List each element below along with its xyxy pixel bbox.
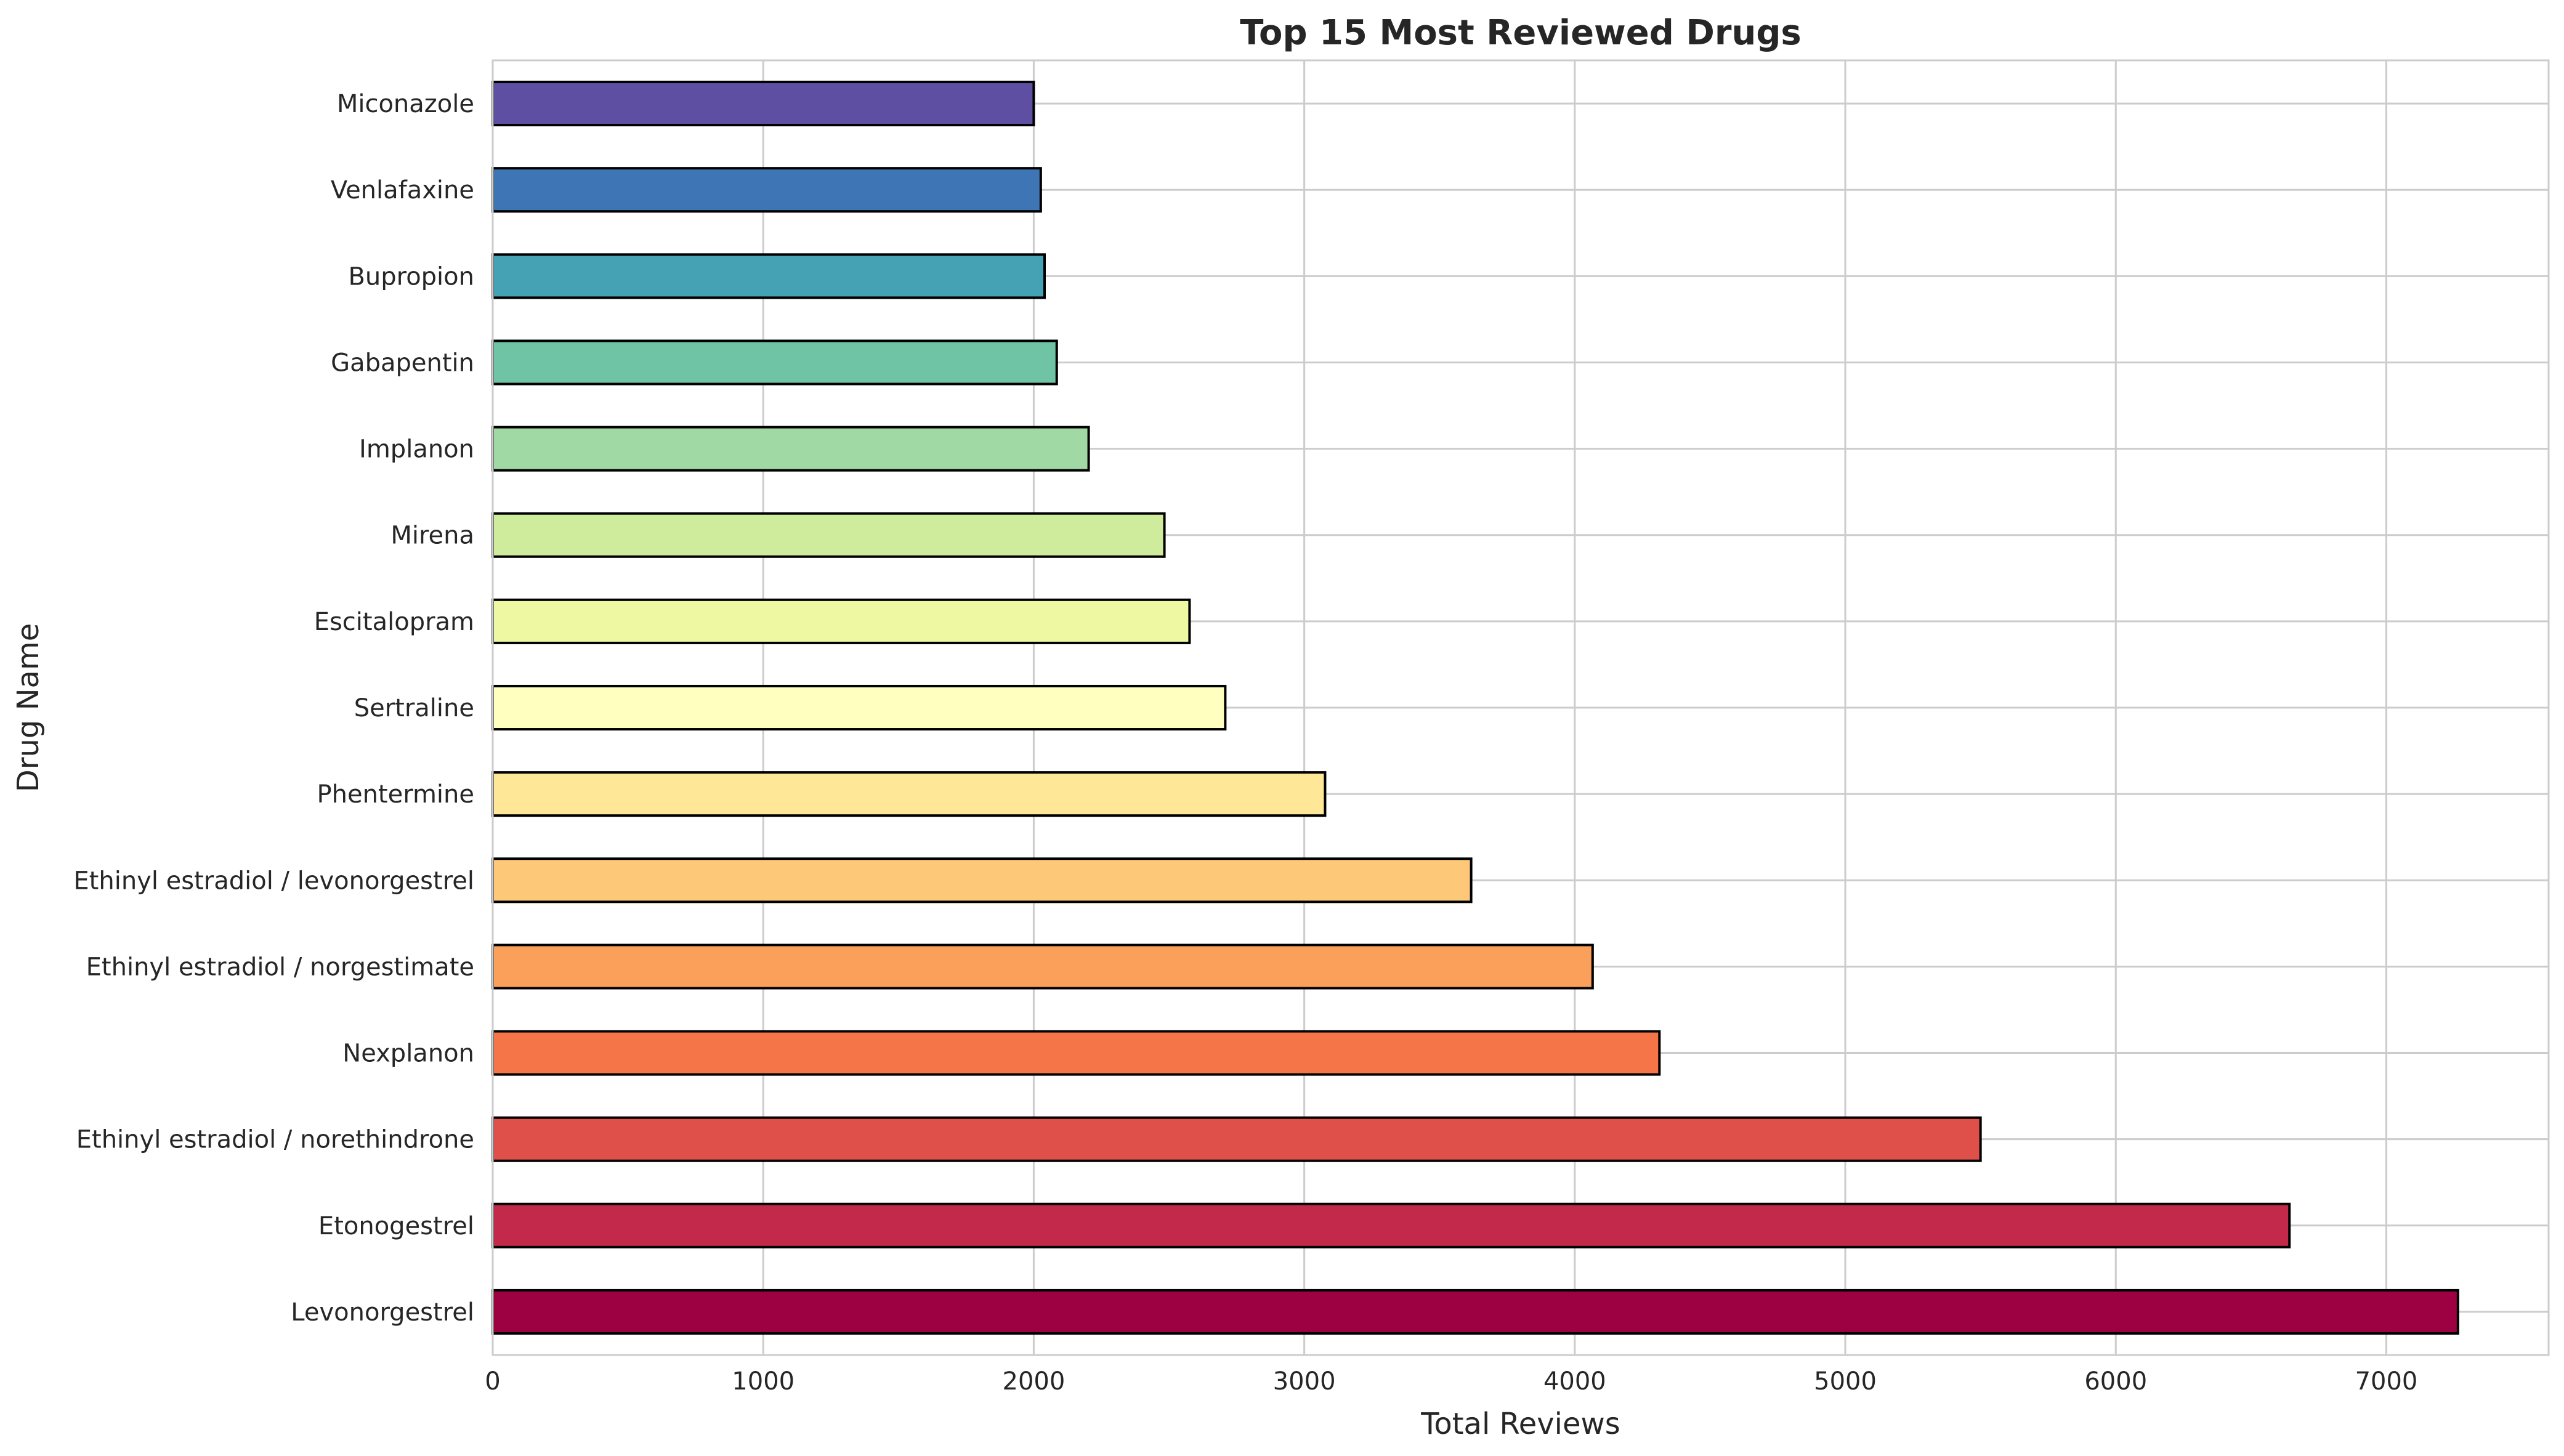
x-tick-label: 7000: [2355, 1367, 2418, 1396]
y-tick-label: Implanon: [359, 435, 474, 464]
y-tick-label: Bupropion: [348, 262, 474, 291]
y-tick-label: Venlafaxine: [331, 176, 474, 204]
bar: [491, 1202, 2291, 1248]
y-tick-label: Nexplanon: [342, 1040, 474, 1068]
y-tick-label: Mirena: [390, 522, 474, 550]
bar: [491, 944, 1594, 990]
x-tick-label: 4000: [1543, 1367, 1606, 1396]
bar: [491, 512, 1166, 558]
y-tick-label: Phentermine: [317, 780, 474, 809]
y-tick-label: Escitalopram: [314, 608, 474, 636]
y-axis-label: Drug Name: [11, 623, 46, 792]
bar: [491, 253, 1046, 299]
x-axis-label: Total Reviews: [1420, 1407, 1620, 1441]
x-tick-label: 2000: [1003, 1367, 1066, 1396]
plot-frame: [491, 59, 2550, 1356]
bar: [491, 1116, 1982, 1162]
bar: [491, 771, 1327, 817]
y-tick-label: Gabapentin: [331, 349, 474, 377]
x-tick-label: 1000: [732, 1367, 795, 1396]
bar: [491, 1030, 1661, 1076]
y-tick-label: Levonorgestrel: [291, 1298, 474, 1327]
bar: [491, 426, 1090, 472]
bar: [491, 339, 1058, 386]
x-tick-label: 6000: [2084, 1367, 2147, 1396]
chart-title: Top 15 Most Reviewed Drugs: [1240, 13, 1802, 53]
y-tick-label: Miconazole: [337, 90, 474, 118]
y-tick-label: Ethinyl estradiol / norgestimate: [86, 953, 474, 981]
bar: [491, 598, 1191, 644]
bar: [491, 684, 1227, 731]
bar: [491, 1288, 2459, 1335]
y-tick-label: Ethinyl estradiol / levonorgestrel: [73, 867, 474, 895]
bar: [491, 81, 1035, 127]
bars: [491, 81, 2459, 1335]
x-tick-label: 0: [485, 1367, 500, 1396]
bar: [491, 167, 1042, 213]
y-tick-label: Etonogestrel: [318, 1212, 474, 1240]
y-tick-label: Sertraline: [354, 694, 474, 722]
x-tick-label: 5000: [1814, 1367, 1877, 1396]
y-tick-label: Ethinyl estradiol / norethindrone: [76, 1126, 474, 1154]
tick-labels: 0 1000 2000 3000 4000 5000 6000 7000 Levonorgest…: [73, 90, 2417, 1396]
bar: [491, 857, 1473, 904]
x-tick-label: 3000: [1273, 1367, 1336, 1396]
